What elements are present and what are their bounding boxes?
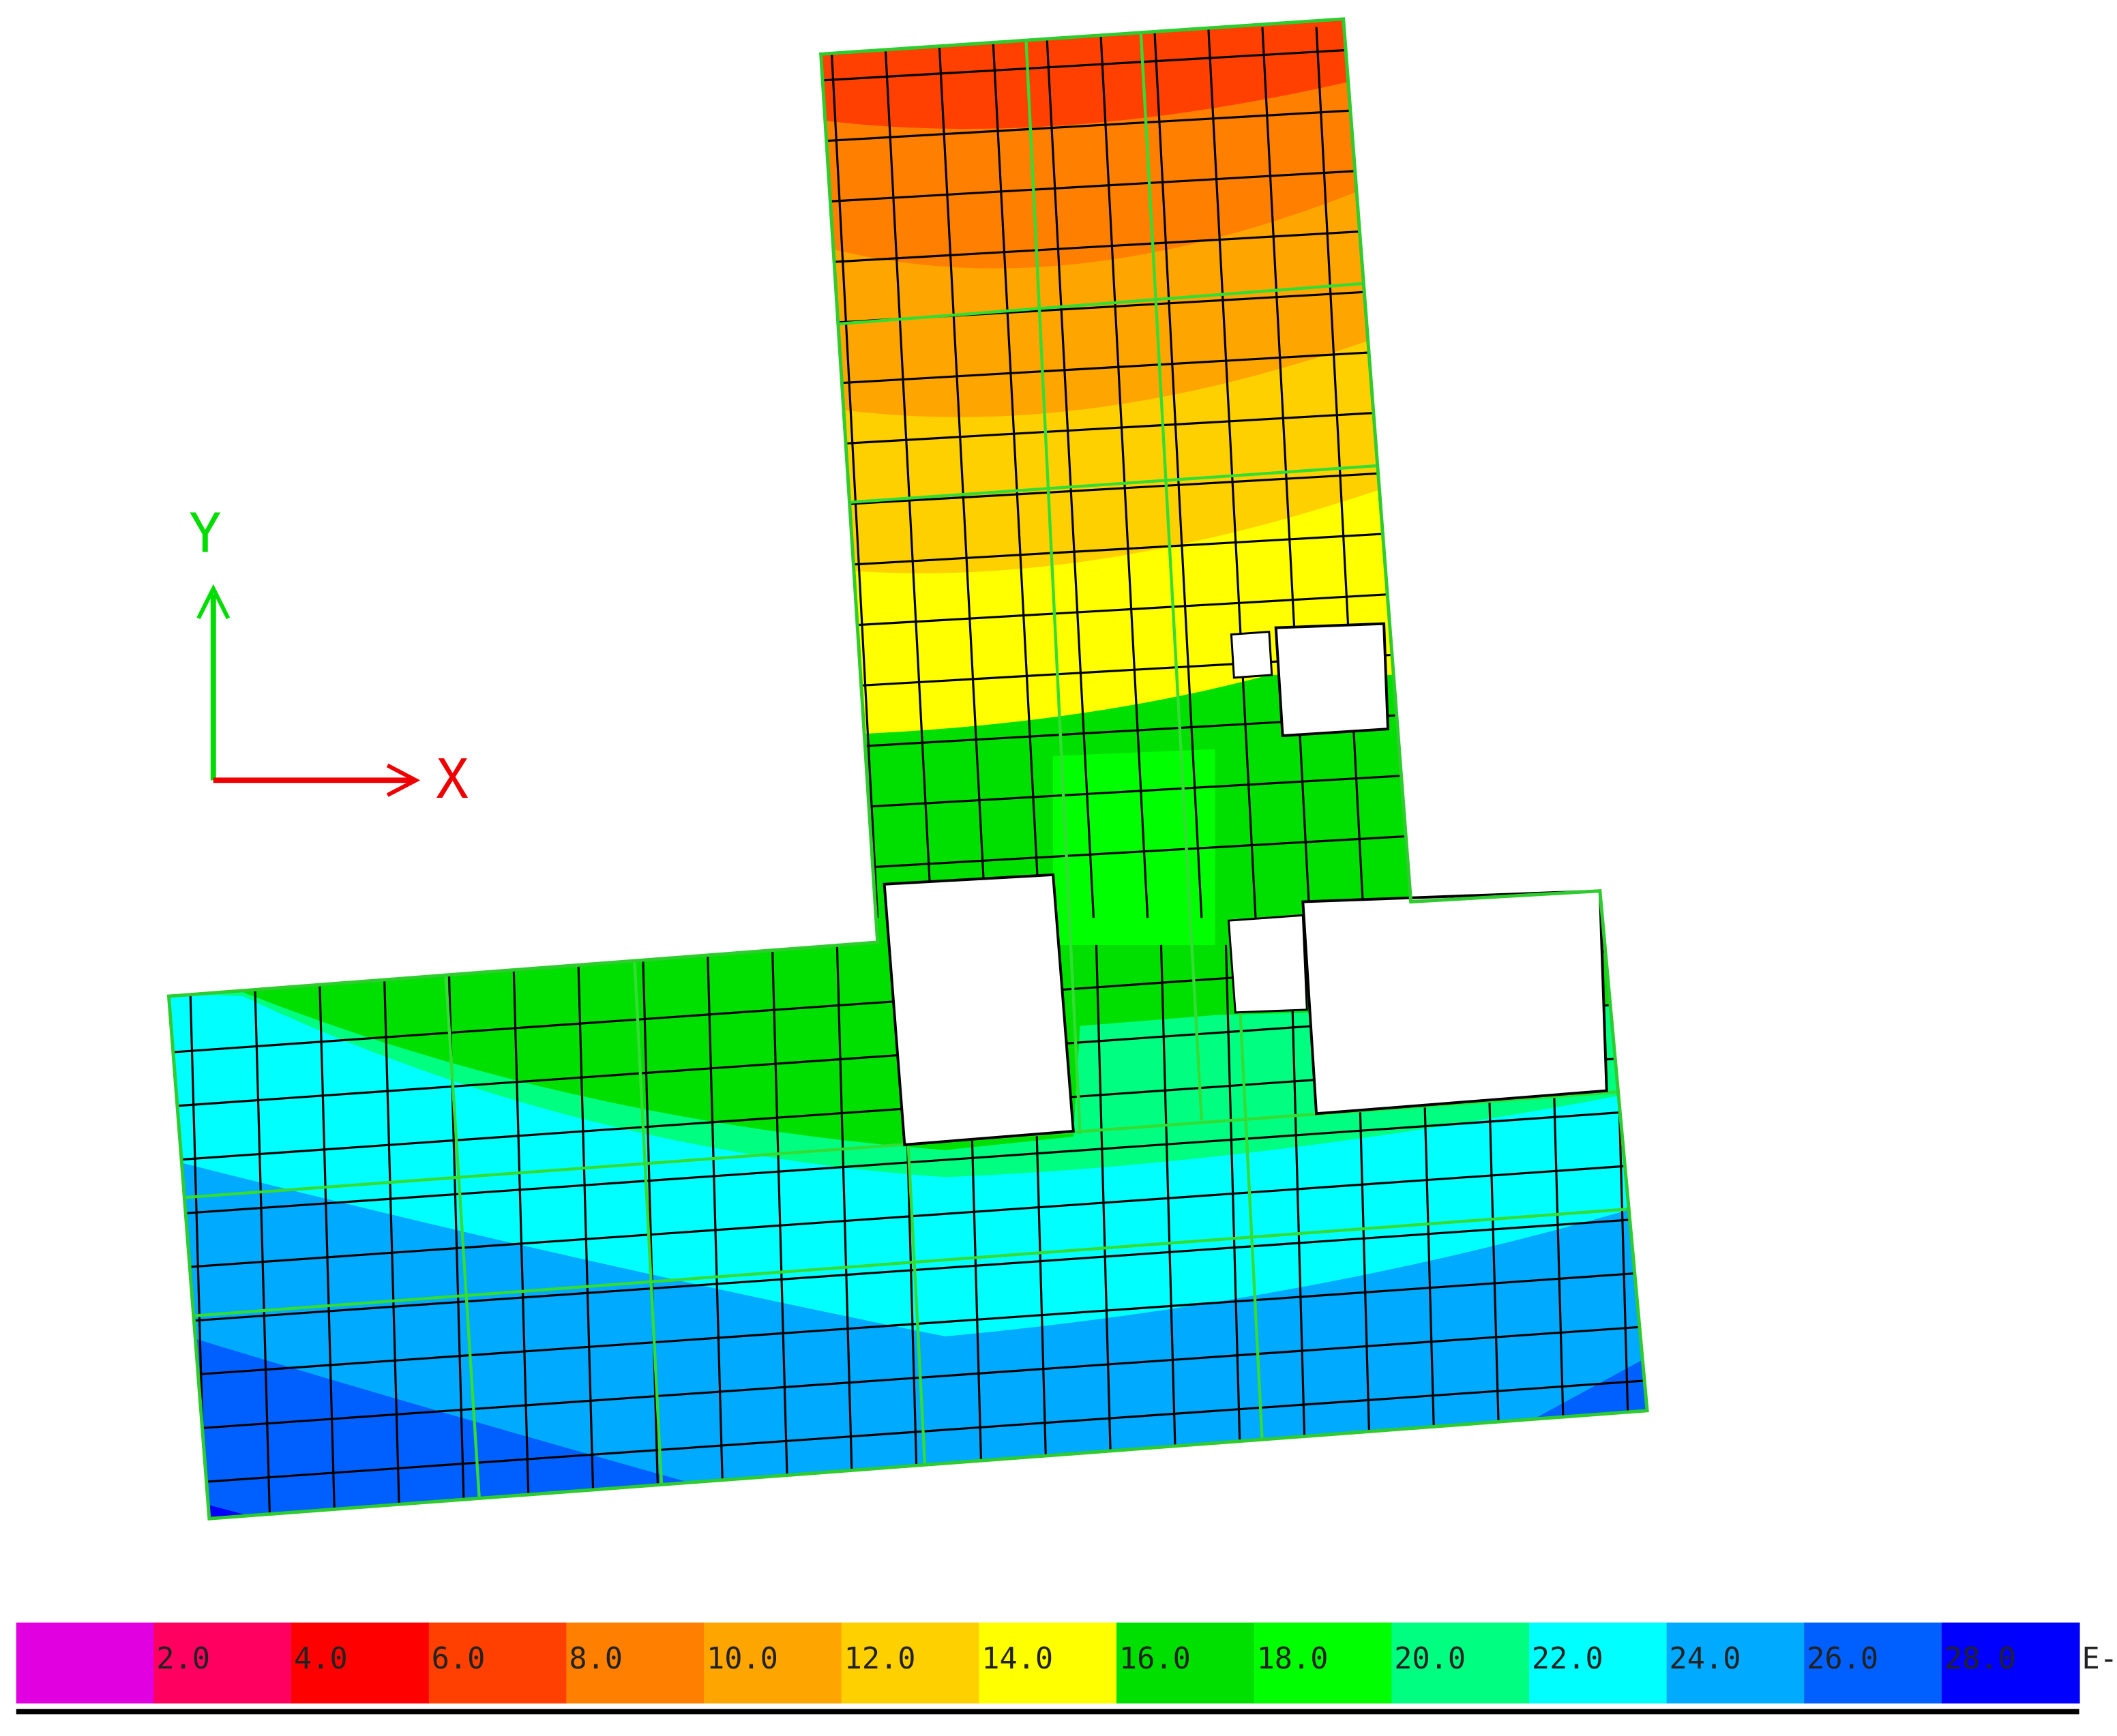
x-axis-label: X — [436, 748, 469, 811]
openings — [883, 622, 1608, 1146]
mesh-line — [837, 282, 1364, 326]
legend-swatch — [1941, 1622, 2080, 1704]
mesh-line — [168, 1216, 1648, 1324]
legend-label: 20.0 — [1394, 1642, 1466, 1676]
legend-label: 18.0 — [1257, 1642, 1329, 1676]
mesh-line — [252, 944, 271, 1519]
opening — [1301, 889, 1608, 1116]
legend-swatch — [1116, 1622, 1255, 1704]
legend-swatch — [1391, 1622, 1530, 1704]
mesh-line — [1224, 944, 1243, 1519]
legend-label: 24.0 — [1670, 1642, 1741, 1676]
mesh-line — [810, 166, 1418, 204]
mesh-line — [810, 227, 1418, 265]
legend-swatch — [704, 1622, 842, 1704]
mesh-line — [850, 464, 1378, 504]
color-legend: 2.0 4.0 6.0 8.0 10.0 12.0 14.0 16.0 18.0 20.0 22.0… — [16, 1622, 2117, 1704]
mesh-line — [1315, 27, 1365, 918]
legend-swatch — [979, 1622, 1117, 1704]
mesh-line — [835, 944, 855, 1519]
legend-label: 16.0 — [1119, 1642, 1191, 1676]
mesh-line — [706, 944, 725, 1519]
legend-label: 14.0 — [981, 1642, 1053, 1676]
legend-swatch — [566, 1622, 705, 1704]
opening — [1274, 622, 1390, 738]
mesh-line — [937, 27, 987, 918]
mesh-line — [1024, 40, 1082, 1135]
mesh-line — [810, 409, 1418, 447]
legend-swatch — [1254, 1622, 1393, 1704]
legend-exponent: E-3 — [2082, 1642, 2117, 1676]
legend-swatch — [1528, 1622, 1668, 1704]
mesh-line — [168, 1270, 1648, 1378]
mesh-line — [168, 1324, 1648, 1433]
outline — [166, 17, 1649, 1521]
legend-swatch — [841, 1622, 980, 1704]
mesh-line — [1153, 27, 1203, 918]
mesh-line — [1289, 944, 1308, 1519]
contour-band — [1512, 1349, 1648, 1431]
mesh-line — [444, 972, 481, 1499]
mesh-line — [382, 944, 401, 1519]
mesh-line — [883, 27, 933, 918]
legend-label: 28.0 — [1944, 1642, 2016, 1676]
opening — [1227, 914, 1308, 1014]
contour-band — [891, 749, 1215, 972]
mesh-line — [168, 1108, 1648, 1216]
axis-triad: Y X — [189, 502, 469, 810]
legend-label: 2.0 — [156, 1642, 210, 1676]
mesh-line — [810, 105, 1418, 143]
mesh-line — [633, 961, 664, 1485]
legend-label: 10.0 — [707, 1642, 778, 1676]
y-axis-label: Y — [189, 502, 222, 565]
mesh-line — [810, 470, 1418, 508]
mesh-line — [1139, 32, 1204, 1121]
y-arrowhead — [196, 584, 231, 620]
legend-swatch — [428, 1622, 567, 1704]
mesh-line — [810, 834, 1418, 872]
legend-label: 12.0 — [844, 1642, 916, 1676]
mesh-line — [1099, 27, 1149, 918]
mesh-line — [512, 944, 531, 1519]
legend-swatch — [1666, 1622, 1805, 1704]
legend-label: 22.0 — [1532, 1642, 1603, 1676]
legend-label: 26.0 — [1807, 1642, 1878, 1676]
contour-bands — [168, 18, 1648, 1519]
legend-swatch — [1804, 1622, 1942, 1704]
mesh-line — [829, 27, 879, 918]
mesh-line — [810, 348, 1418, 386]
opening — [883, 873, 1075, 1146]
legend-label: 8.0 — [569, 1642, 623, 1676]
opening — [1230, 630, 1273, 679]
legend-label: 4.0 — [294, 1642, 348, 1676]
legend-swatch — [153, 1622, 293, 1704]
mesh-line — [576, 944, 595, 1519]
mesh-line — [1045, 27, 1095, 918]
mesh-line — [1159, 944, 1179, 1519]
legend-swatch — [291, 1622, 430, 1704]
mesh-line — [810, 591, 1418, 629]
mesh-line — [810, 44, 1418, 83]
contour-band — [168, 1147, 1648, 1519]
mesh-line — [810, 773, 1418, 811]
mesh-line — [1207, 27, 1257, 918]
legend-swatch — [16, 1622, 155, 1704]
mesh-line — [991, 27, 1041, 918]
mesh-line — [168, 1378, 1648, 1486]
mesh-line — [771, 944, 790, 1519]
x-arrowhead — [386, 763, 421, 797]
mesh-line — [810, 530, 1418, 569]
legend-label: 6.0 — [432, 1642, 486, 1676]
